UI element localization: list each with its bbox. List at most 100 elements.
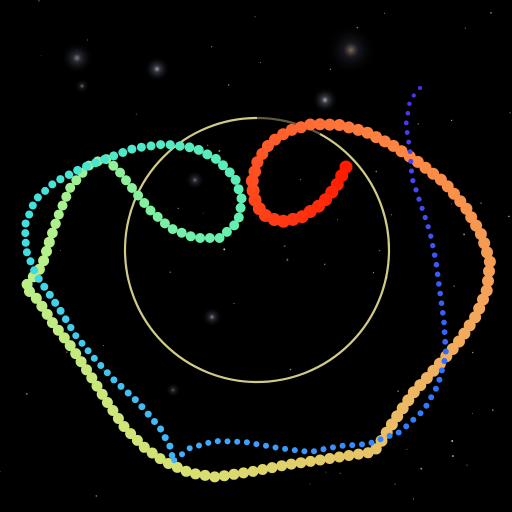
star: [375, 170, 378, 173]
trail-dot: [295, 457, 307, 469]
trail-dot: [171, 457, 178, 464]
glow-spot-center: [185, 170, 205, 190]
trail-dot: [233, 184, 244, 195]
trail-dot: [438, 300, 445, 307]
star: [420, 467, 423, 470]
trail-dot: [291, 447, 298, 454]
trail-dot: [342, 121, 355, 134]
trail-dot: [422, 214, 428, 221]
trail-dot: [185, 231, 196, 242]
particle-trail: [21, 86, 496, 483]
trail-dot: [410, 178, 416, 184]
trail-dot: [22, 248, 31, 257]
trail-dot: [418, 86, 422, 90]
star: [103, 369, 105, 371]
star: [453, 285, 455, 287]
trail-dot: [403, 120, 409, 126]
trail-dot: [272, 444, 279, 451]
trail-dot: [162, 458, 174, 469]
trail-dot: [441, 329, 448, 335]
trail-dot: [127, 144, 137, 154]
star: [329, 68, 332, 71]
glow-spot-lower: [202, 307, 222, 327]
trail-dot: [28, 201, 37, 210]
trail-dot: [352, 123, 365, 136]
glow-spot-top-right: [325, 24, 377, 76]
trail-dot: [52, 324, 64, 336]
trail-dot: [229, 220, 240, 231]
trail-dot: [408, 158, 414, 164]
trail-dot: [167, 224, 178, 235]
trail-dot: [107, 405, 119, 416]
star: [451, 440, 454, 442]
trail-dot: [320, 446, 327, 453]
trail-dot: [91, 158, 100, 168]
trail-dot: [41, 308, 53, 320]
trail-dot: [115, 167, 126, 178]
trail-dot: [285, 458, 297, 470]
star: [471, 351, 474, 354]
trail-dot: [210, 153, 221, 164]
trail-dot: [103, 369, 111, 377]
trail-dot: [285, 123, 298, 136]
trail-dot: [84, 347, 92, 355]
trail-dot: [78, 339, 86, 347]
trail-dot: [214, 438, 221, 445]
trail-dot: [34, 274, 43, 283]
trail-dot: [407, 149, 413, 155]
orbit-ring: [123, 116, 391, 384]
star: [370, 459, 372, 461]
trail-dot: [224, 438, 231, 445]
trail-dot: [438, 367, 445, 374]
trail-dot: [436, 376, 443, 383]
trail-dot: [339, 442, 346, 449]
trail-dot: [75, 356, 87, 368]
star: [383, 12, 386, 14]
trail-dot: [407, 101, 412, 107]
trail-dot: [276, 460, 288, 472]
trail-dot: [324, 453, 336, 464]
trail-dot: [40, 282, 49, 291]
star: [39, 207, 41, 209]
star: [169, 271, 172, 273]
trail-dot: [359, 441, 365, 448]
trail-dot: [171, 461, 183, 473]
trail-dot: [58, 332, 70, 344]
trail-dot: [477, 293, 489, 306]
trail-dot: [386, 432, 393, 439]
trail-dot: [101, 397, 113, 408]
trail-dot: [186, 445, 193, 452]
trail-dot: [53, 209, 64, 220]
star: [450, 119, 453, 122]
trail-dot: [21, 229, 30, 238]
star: [406, 448, 408, 450]
trail-dot: [67, 323, 75, 332]
star: [337, 219, 339, 221]
trail-dot: [218, 160, 228, 171]
trail-dot: [45, 290, 54, 299]
trail-dot: [64, 340, 76, 352]
star: [451, 455, 454, 457]
trail-dot: [404, 130, 410, 135]
trail-dot: [127, 183, 137, 193]
trail-dot: [100, 154, 110, 164]
trail-dot: [377, 436, 384, 443]
trail-dot: [25, 210, 34, 219]
trail-dot: [82, 161, 91, 171]
trail-dot: [56, 175, 65, 184]
star: [135, 113, 137, 115]
trail-dot: [432, 385, 439, 392]
trail-dot: [152, 211, 163, 222]
trail-dot: [481, 246, 493, 259]
trail-dot: [21, 219, 30, 228]
trail-dot: [21, 238, 30, 247]
trail-dot: [133, 190, 144, 201]
trail-dot: [243, 439, 250, 446]
trail-dot: [408, 168, 415, 174]
trail-dot: [156, 140, 166, 150]
trail-dot: [33, 193, 42, 202]
trail-dot: [72, 332, 80, 340]
trail-dot: [65, 182, 76, 193]
trail-dot: [118, 421, 130, 432]
